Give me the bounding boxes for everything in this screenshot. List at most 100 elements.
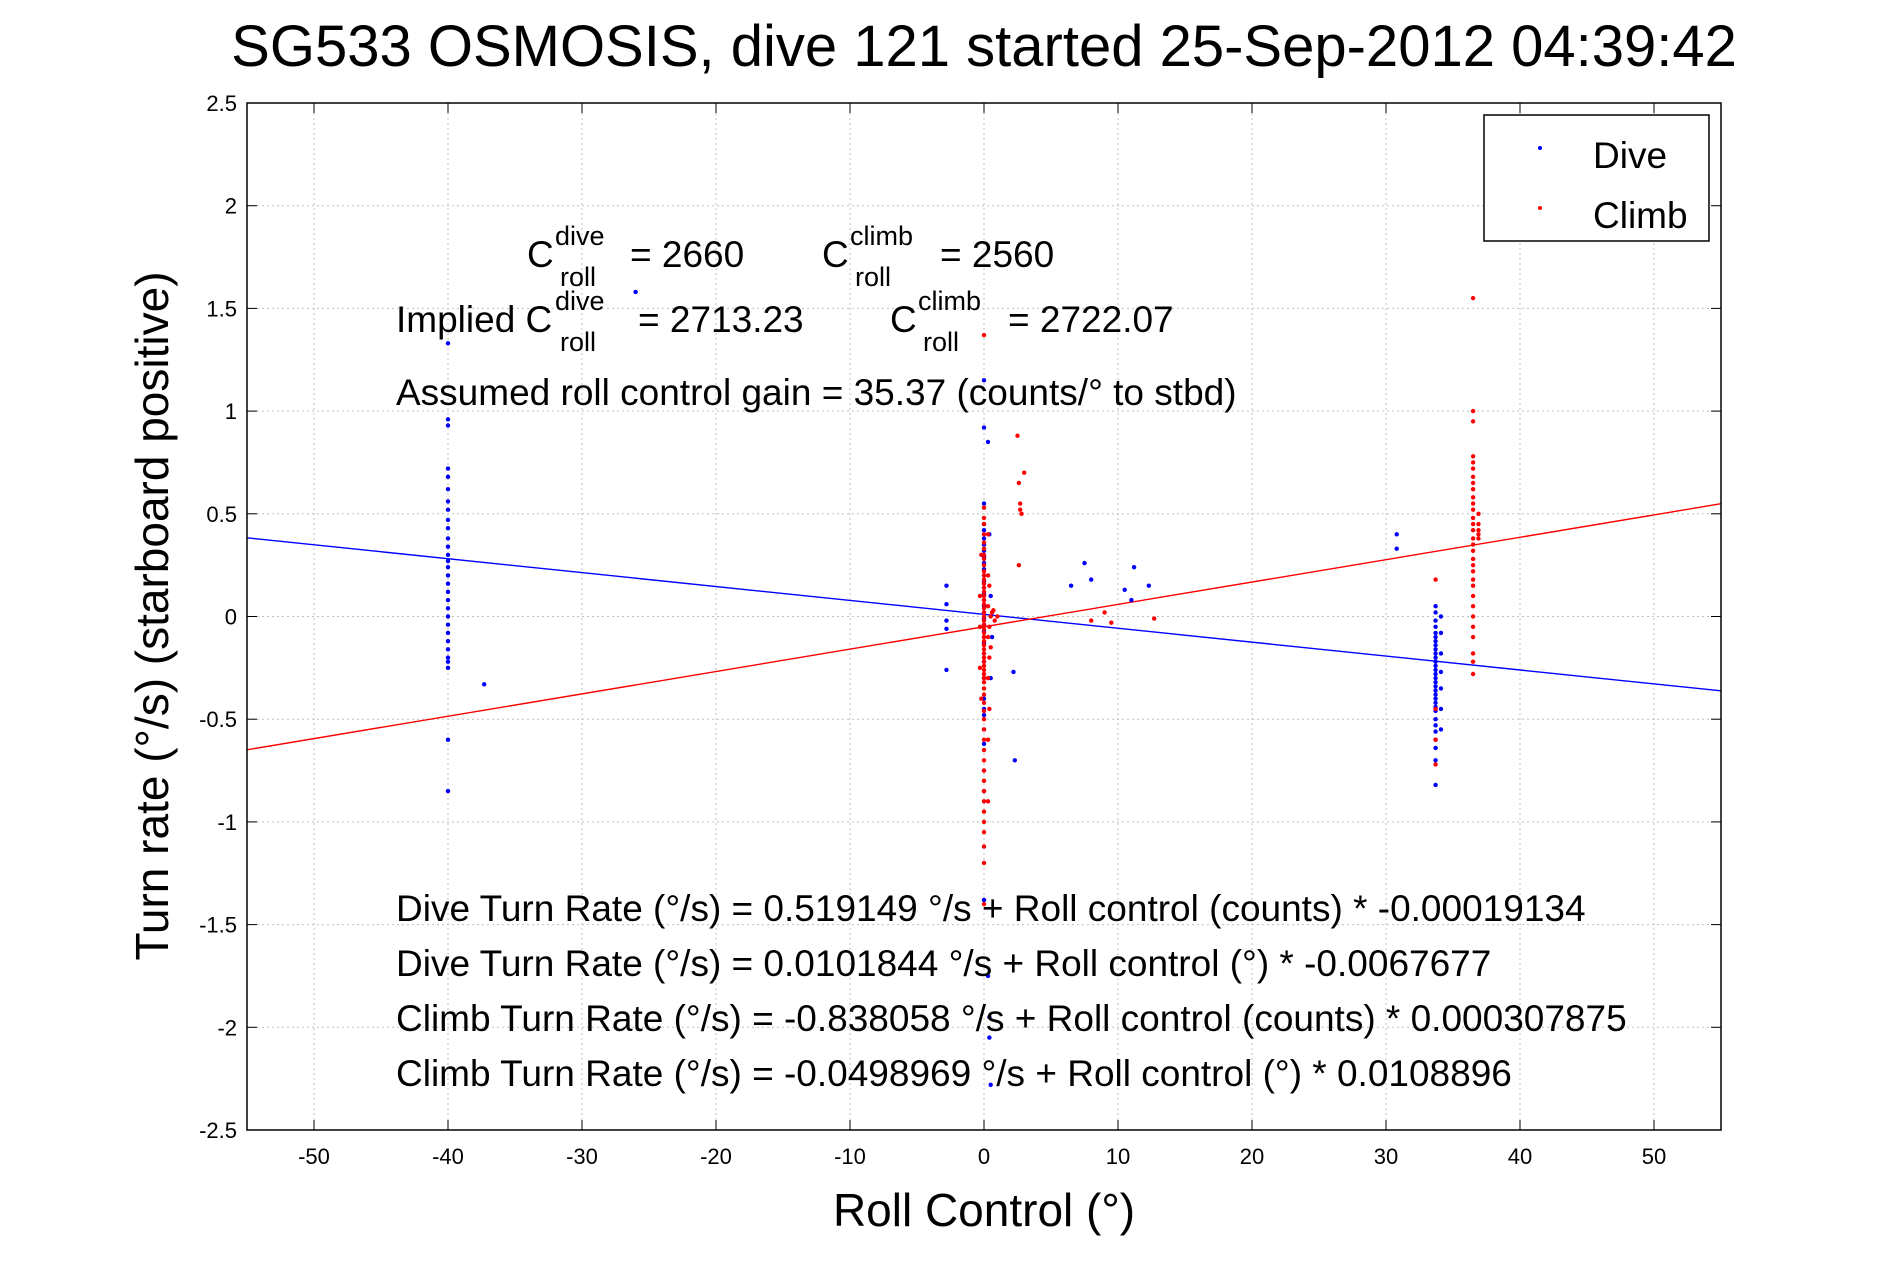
climb-point — [981, 515, 987, 521]
dive-point — [1438, 614, 1444, 619]
climb-point — [1470, 419, 1476, 424]
climb-point — [981, 581, 987, 586]
dive-point — [987, 1014, 992, 1020]
climb-point — [981, 667, 987, 673]
climb-point — [981, 606, 987, 611]
climb-point — [1470, 295, 1476, 301]
climb-point — [987, 583, 992, 588]
dive-point — [1433, 729, 1438, 734]
climb-point — [981, 332, 987, 338]
climb-point — [981, 569, 987, 574]
climb-point — [981, 626, 987, 632]
climb-point — [1470, 507, 1476, 512]
climb-point — [1089, 618, 1094, 623]
climb-point — [981, 768, 987, 773]
dive-point — [1438, 706, 1444, 712]
climb-point — [981, 686, 987, 691]
implied-climb-value: = 2722.07 — [1008, 299, 1174, 340]
climb-point — [981, 651, 987, 656]
climb-point — [981, 647, 987, 652]
dive-point — [445, 544, 451, 549]
dive-point — [981, 712, 987, 718]
dive-point — [981, 741, 987, 747]
implied-climb-base: C — [890, 299, 917, 340]
dive-point — [1011, 669, 1016, 675]
climb-point — [1016, 480, 1022, 486]
dive-point — [445, 655, 451, 660]
climb-point — [1470, 495, 1476, 500]
climb-point — [981, 532, 987, 537]
dive-point — [1433, 634, 1438, 640]
dive-point — [1068, 583, 1074, 588]
dive-point — [944, 601, 949, 607]
climb-point — [981, 717, 987, 722]
climb-point — [981, 737, 987, 742]
dive-point — [445, 622, 451, 627]
climb-point — [981, 634, 987, 640]
dive-point — [445, 665, 451, 671]
climb-point — [981, 622, 987, 627]
climb-point — [988, 645, 993, 650]
dive-point — [445, 507, 451, 512]
dive-point — [1433, 655, 1438, 660]
dive-point — [445, 558, 451, 564]
implied-climb-sub: roll — [923, 327, 959, 357]
climb-point — [1470, 515, 1476, 521]
climb-point — [981, 692, 987, 697]
climb-point — [985, 634, 991, 640]
x-tick-label: 10 — [1106, 1144, 1130, 1169]
y-axis-label: Turn rate (°/s) (starboard positive) — [126, 271, 178, 960]
dive-point — [1433, 758, 1438, 763]
legend-dive-label: Dive — [1593, 135, 1667, 176]
climb-point — [981, 577, 987, 582]
climb-point — [992, 618, 997, 623]
dive-point — [445, 474, 451, 480]
dive-point — [1433, 675, 1438, 681]
dive-point — [944, 667, 949, 673]
climb-point — [977, 665, 983, 671]
dive-point — [445, 614, 451, 619]
c-dive-base: C — [527, 234, 554, 275]
climb-point — [1470, 480, 1476, 486]
climb-point — [981, 675, 987, 681]
dive-point — [445, 499, 451, 504]
climb-point — [981, 727, 987, 732]
gain-annotation: Assumed roll control gain = 35.37 (count… — [396, 372, 1237, 413]
climb-point — [1151, 616, 1157, 621]
climb-point — [1433, 577, 1438, 582]
climb-point — [987, 655, 992, 660]
climb-point — [1470, 486, 1476, 492]
climb-point — [1102, 610, 1107, 615]
climb-point — [981, 747, 987, 753]
dive-point — [981, 378, 987, 383]
climb-point — [1019, 511, 1024, 516]
climb-point — [1470, 466, 1476, 471]
dive-point — [1433, 663, 1438, 668]
dive-point — [981, 897, 987, 903]
dive-point — [445, 597, 451, 603]
y-tick-label: -2 — [217, 1015, 237, 1040]
climb-point — [1470, 454, 1476, 459]
dive-point — [1438, 651, 1444, 656]
climb-point — [1476, 528, 1481, 533]
dive-point — [1433, 647, 1438, 652]
climb-point — [981, 556, 987, 562]
dive-point — [1433, 630, 1438, 636]
dive-point — [1012, 758, 1018, 763]
dive-point — [445, 341, 451, 346]
dive-point — [445, 581, 451, 586]
dive-point — [445, 536, 451, 541]
implied-dive-sub: roll — [560, 327, 596, 357]
dive-point — [1433, 604, 1438, 609]
dive-point — [445, 737, 451, 742]
dive-point — [1433, 671, 1438, 677]
dive-point — [445, 466, 451, 471]
climb-point — [1470, 577, 1476, 582]
dive-point — [1433, 700, 1438, 705]
climb-point — [1476, 532, 1481, 537]
dive-point — [987, 1035, 992, 1040]
climb-point — [981, 819, 987, 825]
dive-point — [1433, 638, 1438, 644]
climb-point — [1476, 536, 1481, 541]
climb-point — [985, 675, 991, 681]
